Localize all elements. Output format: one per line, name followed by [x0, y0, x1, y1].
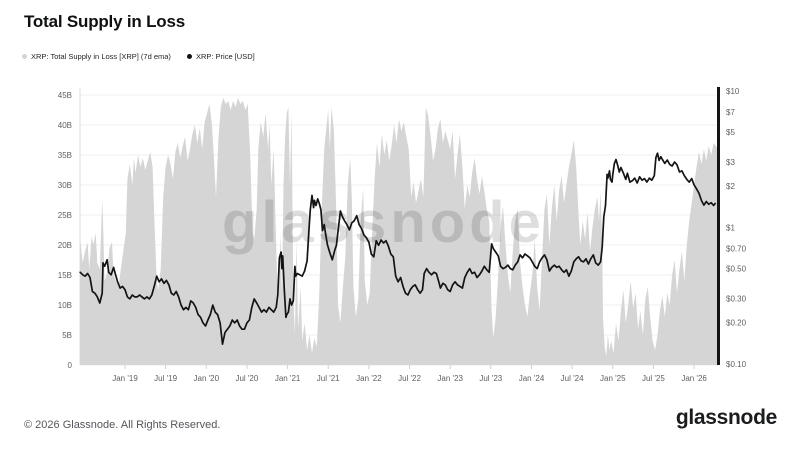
y-left-tick-label: 45B: [58, 91, 72, 100]
chart-legend: XRP: Total Supply in Loss [XRP] (7d ema)…: [22, 52, 255, 61]
legend-item-supply-in-loss[interactable]: XRP: Total Supply in Loss [XRP] (7d ema): [22, 52, 171, 61]
y-left-tick-label: 35B: [58, 151, 72, 160]
legend-label-supply: XRP: Total Supply in Loss [XRP] (7d ema): [31, 52, 171, 61]
y-right-tick-label: $0.70: [726, 244, 747, 253]
y-right-tick-label: $0.10: [726, 360, 747, 369]
y-right-tick-label: $0.20: [726, 319, 747, 328]
y-left-tick-label: 5B: [62, 331, 72, 340]
x-tick-label: Jan '22: [356, 374, 382, 383]
y-left-tick-label: 40B: [58, 121, 72, 130]
y-right-tick-label: $7: [726, 108, 735, 117]
glassnode-watermark: glassnode: [222, 190, 545, 255]
y-left-tick-label: 15B: [58, 271, 72, 280]
x-tick-label: Jan '24: [519, 374, 545, 383]
x-tick-label: Jul '20: [235, 374, 258, 383]
x-tick-label: Jul '19: [154, 374, 177, 383]
x-tick-label: Jan '25: [600, 374, 626, 383]
x-tick-label: Jan '21: [275, 374, 301, 383]
y-right-tick-label: $5: [726, 128, 735, 137]
x-tick-label: Jul '21: [317, 374, 340, 383]
legend-label-price: XRP: Price [USD]: [195, 52, 255, 61]
x-tick-label: Jan '20: [194, 374, 220, 383]
y-left-tick-label: 25B: [58, 211, 72, 220]
y-left-tick-label: 20B: [58, 241, 72, 250]
y-right-tick-label: $0.50: [726, 264, 747, 273]
y-left-tick-label: 0: [68, 361, 73, 370]
x-tick-label: Jul '25: [642, 374, 665, 383]
x-tick-label: Jan '26: [681, 374, 707, 383]
y-right-tick-label: $1: [726, 223, 735, 232]
price-series-dot-icon: [186, 54, 192, 59]
y-right-tick-label: $3: [726, 158, 735, 167]
glassnode-logo: glassnode: [675, 406, 777, 429]
x-tick-label: Jul '23: [479, 374, 502, 383]
y-right-tick-label: $10: [726, 87, 740, 96]
supply-series-dot-icon: [22, 54, 27, 59]
x-tick-label: Jan '23: [437, 374, 463, 383]
copyright-text: © 2026 Glassnode. All Rights Reserved.: [24, 419, 221, 431]
legend-item-price[interactable]: XRP: Price [USD]: [186, 52, 255, 61]
y-right-tick-label: $0.30: [726, 295, 747, 304]
page-title: Total Supply in Loss: [24, 12, 185, 31]
supply-in-loss-area: [80, 98, 718, 365]
price-line: [79, 152, 717, 345]
y-left-tick-label: 10B: [58, 301, 72, 310]
x-tick-label: Jul '24: [561, 374, 584, 383]
y-left-tick-label: 30B: [58, 181, 72, 190]
x-tick-label: Jul '22: [398, 374, 421, 383]
y-right-tick-label: $2: [726, 182, 735, 191]
x-tick-label: Jan '19: [112, 374, 138, 383]
